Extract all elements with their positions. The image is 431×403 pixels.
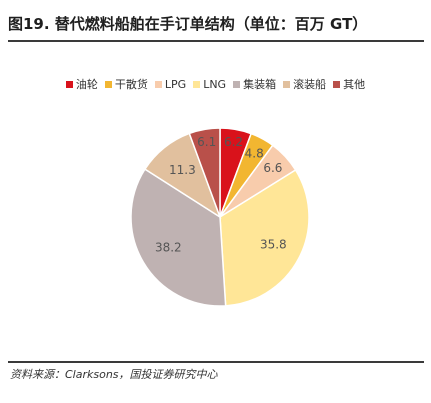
pie-slice-container	[130, 168, 227, 307]
legend-item-lpg: LPG	[154, 76, 187, 92]
legend-swatch	[193, 80, 201, 88]
chart-legend: 油轮 干散货 LPG LNG 集装箱 滚装船 其他	[0, 76, 431, 92]
legend-label: 滚装船	[293, 78, 327, 91]
legend-label: 油轮	[75, 78, 98, 91]
legend-label: 其他	[343, 78, 366, 91]
legend-label: 干散货	[114, 78, 148, 91]
legend-swatch	[65, 80, 73, 88]
legend-swatch	[154, 80, 162, 88]
legend-item-oil-tanker: 油轮	[65, 76, 98, 92]
data-label-other: 6.1	[197, 135, 216, 149]
figure-title: 图19. 替代燃料船舶在手订单结构（单位：百万 GT）	[8, 15, 368, 33]
legend-swatch	[333, 80, 341, 88]
pie-slice-other	[188, 127, 221, 218]
legend-swatch	[104, 80, 112, 88]
legend-label: LPG	[164, 77, 187, 91]
data-label-bulk-carrier: 4.8	[245, 147, 264, 161]
legend-item-bulk-carrier: 干散货	[104, 76, 148, 92]
legend-swatch	[233, 80, 241, 88]
legend-label: 集装箱	[243, 78, 277, 91]
source-note: 资料来源：Clarksons，国投证券研究中心	[10, 368, 218, 381]
data-label-oil-tanker: 6.2	[224, 135, 243, 149]
title-rule	[8, 40, 424, 42]
legend-item-lng: LNG	[193, 76, 226, 92]
data-label-lpg: 6.6	[263, 161, 282, 175]
data-label-lng: 35.8	[260, 238, 287, 252]
source-rule	[8, 361, 424, 363]
legend-swatch	[283, 80, 291, 88]
pie-slice-lng	[219, 168, 310, 307]
data-label-roro: 11.3	[169, 163, 196, 177]
legend-item-container: 集装箱	[233, 76, 276, 92]
legend-label: LNG	[203, 77, 227, 91]
pie-chart: 6.24.86.6 35.8 38.2 11.36.1	[130, 127, 310, 307]
data-label-container: 38.2	[155, 241, 182, 255]
legend-item-roro: 滚装船	[283, 76, 326, 92]
legend-item-other: 其他	[333, 76, 365, 92]
